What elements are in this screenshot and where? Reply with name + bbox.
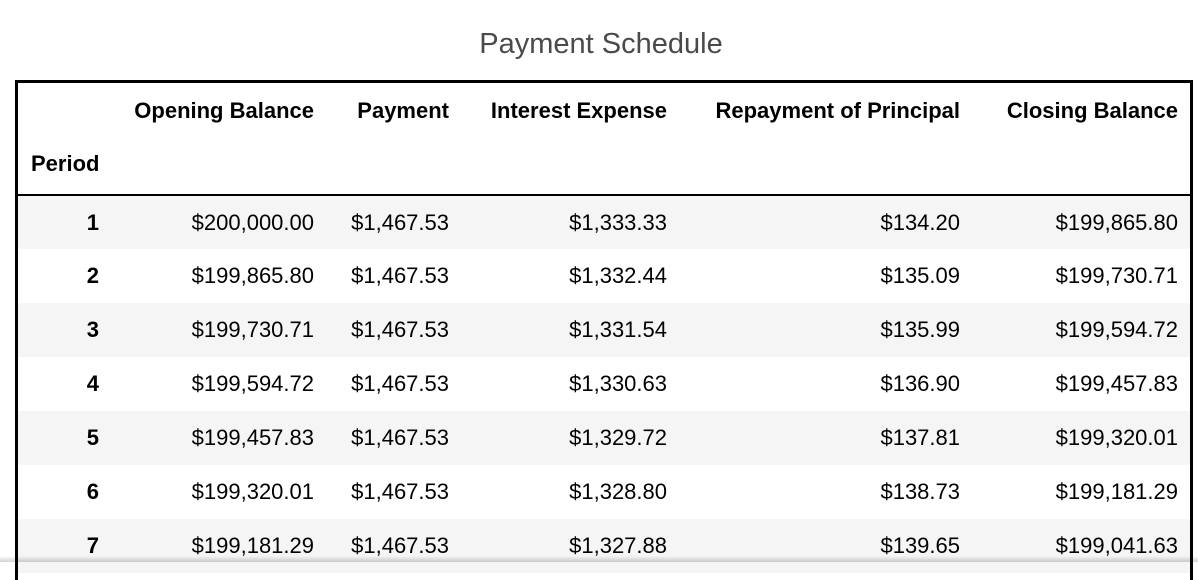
cell-opening-balance: $199,457.83 bbox=[191, 425, 314, 450]
row-period: 1 bbox=[86, 209, 99, 235]
cell-opening-balance: $199,320.01 bbox=[191, 479, 314, 504]
cell-opening-balance: $199,865.80 bbox=[191, 263, 314, 288]
cell-opening-balance: $199,594.72 bbox=[191, 371, 314, 396]
cell-repayment-of-principal: $138.73 bbox=[880, 479, 960, 504]
column-header-repayment-of-principal: Repayment of Principal bbox=[715, 97, 960, 123]
table-row: 2 $199,865.80 $1,467.53 $1,332.44 $135.0… bbox=[18, 249, 1190, 303]
table-row: 4 $199,594.72 $1,467.53 $1,330.63 $136.9… bbox=[18, 357, 1190, 411]
row-period: 6 bbox=[86, 479, 99, 504]
table-frame: Opening Balance Payment Interest Expense… bbox=[15, 80, 1193, 580]
scroll-shadow bbox=[0, 556, 1198, 562]
cell-opening-balance: $199,730.71 bbox=[191, 317, 314, 342]
column-header-opening-balance: Opening Balance bbox=[134, 97, 314, 123]
table-row: 3 $199,730.71 $1,467.53 $1,331.54 $135.9… bbox=[18, 303, 1190, 357]
table-row: 1 $200,000.00 $1,467.53 $1,333.33 $134.2… bbox=[18, 195, 1190, 249]
cell-payment: $1,467.53 bbox=[351, 479, 449, 504]
cell-closing-balance: $199,730.71 bbox=[1055, 263, 1178, 288]
cell-closing-balance: $199,457.83 bbox=[1055, 371, 1178, 396]
row-period: 7 bbox=[86, 533, 99, 558]
cell-repayment-of-principal: $137.81 bbox=[880, 425, 960, 450]
page-title: Payment Schedule bbox=[479, 28, 723, 60]
cell-interest-expense: $1,330.63 bbox=[569, 371, 667, 396]
cell-payment: $1,467.53 bbox=[351, 425, 449, 450]
cell-interest-expense: $1,327.88 bbox=[569, 533, 667, 558]
row-period: 4 bbox=[86, 371, 99, 396]
cell-payment: $1,467.53 bbox=[351, 317, 449, 342]
cell-repayment-of-principal: $135.09 bbox=[880, 263, 960, 288]
cell-interest-expense: $1,331.54 bbox=[569, 317, 667, 342]
payment-schedule-table: Opening Balance Payment Interest Expense… bbox=[18, 83, 1190, 573]
row-period: 3 bbox=[86, 317, 99, 342]
cell-interest-expense: $1,332.44 bbox=[569, 263, 667, 288]
column-header-payment: Payment bbox=[357, 97, 449, 123]
cell-opening-balance: $200,000.00 bbox=[191, 209, 314, 235]
cell-repayment-of-principal: $136.90 bbox=[880, 371, 960, 396]
cell-closing-balance: $199,041.63 bbox=[1055, 533, 1178, 558]
cell-payment: $1,467.53 bbox=[351, 263, 449, 288]
row-period: 5 bbox=[86, 425, 99, 450]
column-header-interest-expense: Interest Expense bbox=[490, 97, 667, 123]
row-period: 2 bbox=[86, 263, 99, 288]
cell-payment: $1,467.53 bbox=[351, 209, 449, 235]
index-header-period: Period bbox=[18, 138, 111, 196]
cell-payment: $1,467.53 bbox=[351, 371, 449, 396]
index-header-row: Period bbox=[18, 138, 1190, 196]
cell-closing-balance: $199,181.29 bbox=[1055, 479, 1178, 504]
cell-repayment-of-principal: $139.65 bbox=[880, 533, 960, 558]
table-row: 5 $199,457.83 $1,467.53 $1,329.72 $137.8… bbox=[18, 411, 1190, 465]
cell-repayment-of-principal: $135.99 bbox=[880, 317, 960, 342]
column-header-closing-balance: Closing Balance bbox=[1006, 97, 1178, 123]
cell-interest-expense: $1,333.33 bbox=[569, 209, 667, 235]
table-row: 7 $199,181.29 $1,467.53 $1,327.88 $139.6… bbox=[18, 519, 1190, 573]
cell-interest-expense: $1,328.80 bbox=[569, 479, 667, 504]
cell-repayment-of-principal: $134.20 bbox=[880, 209, 960, 235]
cell-opening-balance: $199,181.29 bbox=[191, 533, 314, 558]
cell-closing-balance: $199,865.80 bbox=[1055, 209, 1178, 235]
column-header-row: Opening Balance Payment Interest Expense… bbox=[18, 83, 1190, 138]
table-row: 6 $199,320.01 $1,467.53 $1,328.80 $138.7… bbox=[18, 465, 1190, 519]
cell-payment: $1,467.53 bbox=[351, 533, 449, 558]
cell-closing-balance: $199,594.72 bbox=[1055, 317, 1178, 342]
cell-closing-balance: $199,320.01 bbox=[1055, 425, 1178, 450]
cell-interest-expense: $1,329.72 bbox=[569, 425, 667, 450]
table-body: 1 $200,000.00 $1,467.53 $1,333.33 $134.2… bbox=[18, 195, 1190, 573]
blank-header-cell bbox=[18, 83, 111, 138]
